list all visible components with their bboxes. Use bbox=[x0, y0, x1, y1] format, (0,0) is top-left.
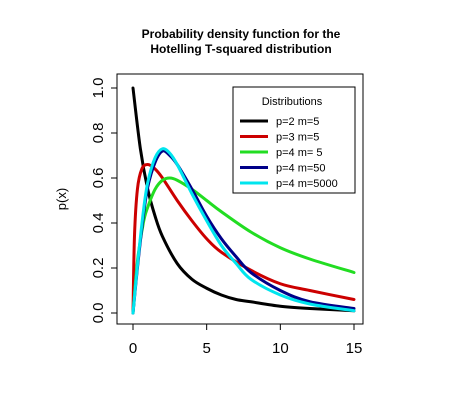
series-line-1 bbox=[131, 86, 356, 313]
y-tick-label: 0.4 bbox=[90, 213, 107, 234]
chart-title-line-2: Hotelling T-squared distribution bbox=[150, 42, 331, 56]
y-tick-label: 0.2 bbox=[90, 258, 107, 279]
legend-entry-label: p=4 m=5000 bbox=[276, 178, 338, 190]
x-tick-label: 15 bbox=[346, 340, 363, 357]
x-axis: 0 5 10 15 bbox=[129, 323, 363, 357]
chart-title-line-1: Probability density function for the bbox=[142, 27, 341, 41]
x-tick-label: 0 bbox=[129, 340, 137, 357]
y-axis-label: p(x) bbox=[54, 188, 69, 210]
x-tick-label: 5 bbox=[202, 340, 210, 357]
series-line-2 bbox=[131, 163, 356, 315]
x-tick-label: 10 bbox=[272, 340, 289, 357]
y-tick-label: 0.6 bbox=[90, 168, 107, 189]
legend-entry-label: p=2 m=5 bbox=[276, 116, 319, 128]
y-tick-label: 0.0 bbox=[90, 303, 107, 324]
legend-box bbox=[232, 86, 356, 194]
legend: Distributions p=2 m=5 p=3 m=5 p=4 m= 5 p=4 … bbox=[232, 86, 356, 194]
series-group bbox=[131, 86, 356, 315]
y-tick-label: 0.8 bbox=[90, 123, 107, 144]
series-line-5 bbox=[131, 147, 356, 315]
y-tick-label: 1.0 bbox=[90, 78, 107, 99]
legend-entry-label: p=4 m= 5 bbox=[276, 147, 322, 159]
legend-entry-label: p=4 m=50 bbox=[276, 163, 326, 175]
legend-title: Distributions bbox=[262, 96, 323, 108]
y-axis: 0.0 0.2 0.4 0.6 0.8 1.0 bbox=[90, 78, 118, 324]
legend-entry-label: p=3 m=5 bbox=[276, 132, 319, 144]
